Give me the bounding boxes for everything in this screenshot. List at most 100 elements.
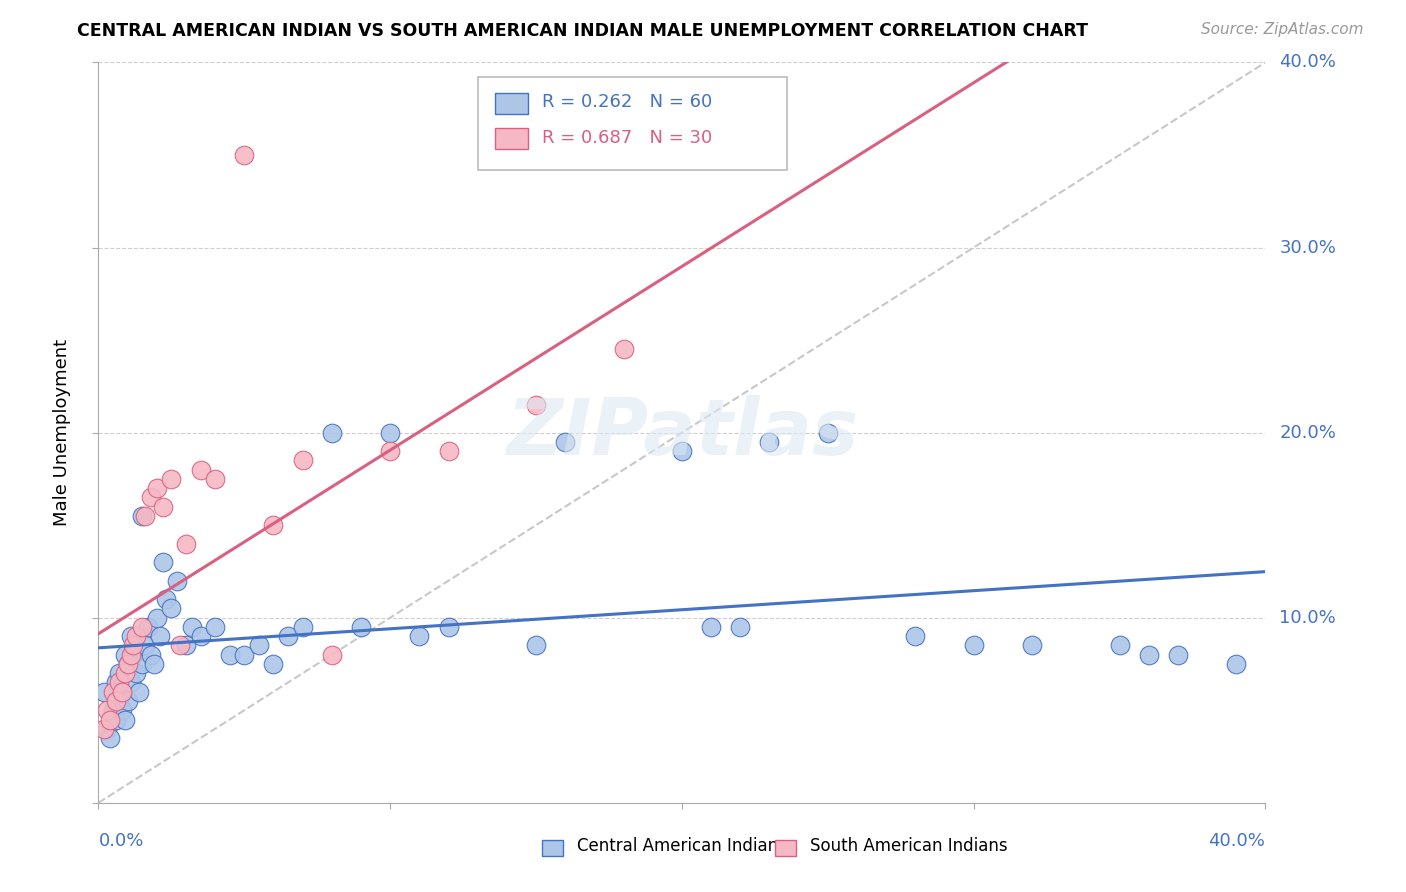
Point bbox=[136, 620, 159, 634]
Text: 0.0%: 0.0% bbox=[98, 832, 143, 850]
Point bbox=[730, 620, 752, 634]
Text: 40.0%: 40.0% bbox=[1279, 54, 1336, 71]
Point bbox=[131, 508, 153, 523]
Point bbox=[114, 648, 136, 662]
Point bbox=[437, 620, 460, 634]
Point bbox=[120, 675, 142, 690]
Point bbox=[1108, 639, 1130, 653]
Point bbox=[904, 629, 927, 643]
Point bbox=[111, 685, 134, 699]
Point bbox=[204, 472, 226, 486]
Point bbox=[108, 694, 131, 708]
Point bbox=[408, 629, 430, 643]
Point bbox=[125, 629, 148, 643]
Point bbox=[96, 703, 118, 717]
Point bbox=[120, 648, 142, 662]
FancyBboxPatch shape bbox=[541, 840, 562, 856]
Point bbox=[108, 666, 131, 681]
Point bbox=[131, 657, 153, 671]
Point bbox=[174, 639, 197, 653]
Point bbox=[104, 713, 127, 727]
Point bbox=[142, 657, 165, 671]
Point bbox=[122, 639, 145, 653]
Point bbox=[612, 343, 634, 357]
Point bbox=[262, 657, 284, 671]
FancyBboxPatch shape bbox=[775, 840, 796, 856]
Point bbox=[125, 666, 148, 681]
Text: CENTRAL AMERICAN INDIAN VS SOUTH AMERICAN INDIAN MALE UNEMPLOYMENT CORRELATION C: CENTRAL AMERICAN INDIAN VS SOUTH AMERICA… bbox=[77, 22, 1088, 40]
Point bbox=[101, 685, 124, 699]
Point bbox=[152, 500, 174, 514]
Point bbox=[111, 703, 134, 717]
Point bbox=[166, 574, 188, 588]
Point bbox=[160, 601, 183, 615]
Point bbox=[104, 675, 127, 690]
Point bbox=[155, 592, 177, 607]
Point bbox=[146, 481, 169, 495]
Point bbox=[111, 685, 134, 699]
Point bbox=[350, 620, 373, 634]
Point bbox=[291, 620, 314, 634]
Point bbox=[131, 620, 153, 634]
Point bbox=[204, 620, 226, 634]
Point bbox=[104, 694, 127, 708]
Point bbox=[114, 666, 136, 681]
Point bbox=[321, 425, 343, 440]
Point bbox=[134, 508, 156, 523]
Text: Source: ZipAtlas.com: Source: ZipAtlas.com bbox=[1201, 22, 1364, 37]
Text: R = 0.262   N = 60: R = 0.262 N = 60 bbox=[541, 93, 711, 112]
Text: R = 0.687   N = 30: R = 0.687 N = 30 bbox=[541, 128, 711, 146]
Point bbox=[96, 722, 118, 736]
Point bbox=[758, 434, 780, 449]
Point bbox=[218, 648, 240, 662]
Point bbox=[554, 434, 576, 449]
Text: Central American Indians: Central American Indians bbox=[576, 838, 787, 855]
FancyBboxPatch shape bbox=[495, 128, 527, 149]
Point bbox=[437, 444, 460, 458]
Point bbox=[93, 722, 115, 736]
Point bbox=[120, 629, 142, 643]
Point bbox=[291, 453, 314, 467]
Text: South American Indians: South American Indians bbox=[810, 838, 1008, 855]
Text: 20.0%: 20.0% bbox=[1279, 424, 1336, 442]
Point bbox=[108, 675, 131, 690]
Point bbox=[1137, 648, 1160, 662]
Point bbox=[98, 731, 121, 745]
Point bbox=[380, 425, 402, 440]
Point bbox=[146, 610, 169, 624]
Point bbox=[233, 648, 256, 662]
Point bbox=[321, 648, 343, 662]
Point bbox=[128, 685, 150, 699]
Point bbox=[93, 685, 115, 699]
Point bbox=[380, 444, 402, 458]
Point bbox=[160, 472, 183, 486]
Point bbox=[262, 518, 284, 533]
Point bbox=[190, 629, 212, 643]
Point bbox=[117, 657, 139, 671]
Point bbox=[962, 639, 984, 653]
Text: ZIPatlas: ZIPatlas bbox=[506, 394, 858, 471]
Point bbox=[149, 629, 172, 643]
Point bbox=[1167, 648, 1189, 662]
Point bbox=[190, 462, 212, 476]
FancyBboxPatch shape bbox=[495, 93, 527, 113]
Point bbox=[817, 425, 839, 440]
Point bbox=[1021, 639, 1043, 653]
FancyBboxPatch shape bbox=[478, 78, 787, 169]
Point bbox=[233, 148, 256, 162]
Point bbox=[101, 703, 124, 717]
Point bbox=[277, 629, 299, 643]
Point bbox=[134, 639, 156, 653]
Point bbox=[700, 620, 723, 634]
Point bbox=[247, 639, 270, 653]
Y-axis label: Male Unemployment: Male Unemployment bbox=[53, 339, 72, 526]
Text: 40.0%: 40.0% bbox=[1209, 832, 1265, 850]
Point bbox=[1225, 657, 1247, 671]
Point bbox=[180, 620, 202, 634]
Point bbox=[524, 639, 547, 653]
Point bbox=[671, 444, 693, 458]
Point bbox=[139, 648, 162, 662]
Point bbox=[174, 536, 197, 550]
Point bbox=[122, 648, 145, 662]
Point bbox=[169, 639, 191, 653]
